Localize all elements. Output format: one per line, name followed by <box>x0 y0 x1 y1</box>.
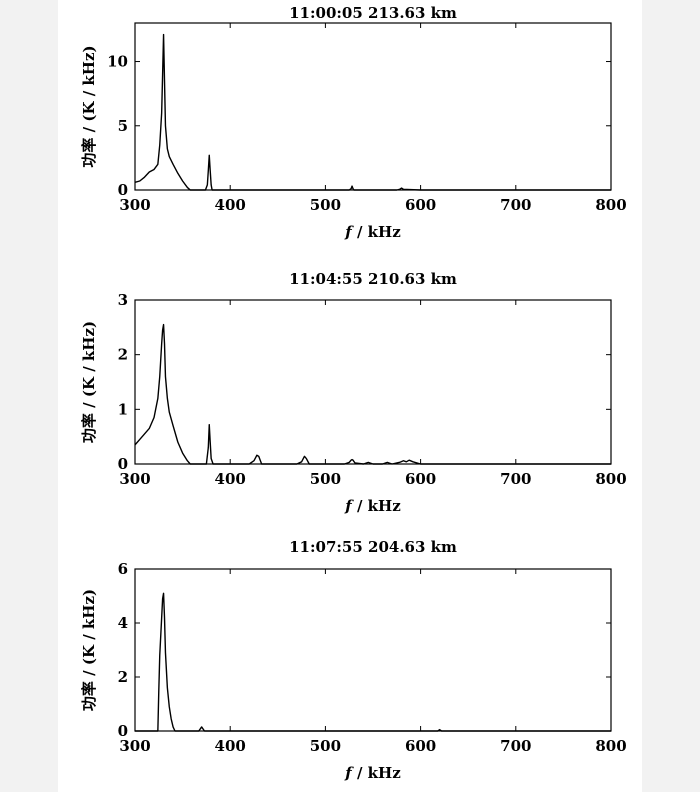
x-tick-label: 300 <box>119 470 150 488</box>
y-tick-label: 2 <box>118 346 128 364</box>
x-tick-label: 600 <box>405 737 436 755</box>
figure: 11:00:05 213.63 km 300 400 500 600 700 800 0 5 10… <box>58 0 642 792</box>
plot-frame <box>134 299 612 465</box>
y-axis-label: 功率 / (K / kHz) <box>80 45 98 167</box>
y-tick-label: 6 <box>118 560 128 578</box>
x-tick-label: 500 <box>310 737 341 755</box>
x-tick-label: 300 <box>119 737 150 755</box>
plot-frame <box>134 22 612 191</box>
y-tick-label: 0 <box>118 181 128 199</box>
x-tick-label: 500 <box>310 196 341 214</box>
y-tick-label: 10 <box>107 53 128 71</box>
x-tick-label: 700 <box>500 196 531 214</box>
y-tick-label: 1 <box>118 400 128 418</box>
x-axis-symbol: f <box>344 497 354 515</box>
panel-title: 11:07:55 204.63 km <box>289 538 457 556</box>
y-tick-label: 0 <box>118 722 128 740</box>
y-tick-label: 3 <box>118 291 128 309</box>
y-tick-label: 4 <box>118 614 128 632</box>
x-axis-symbol: f <box>344 764 354 782</box>
panel-title: 11:04:55 210.63 km <box>289 270 457 288</box>
x-axis-unit: / kHz <box>352 764 401 782</box>
spectrum-line-1 <box>135 592 611 732</box>
y-tick-label: 5 <box>118 117 128 135</box>
spectrum-line-1 <box>134 33 611 191</box>
x-axis-unit: / kHz <box>352 497 401 515</box>
chart-panel-3: 11:07:55 204.63 km 300 400 500 600 700 800 0 2 4 6… <box>80 538 627 782</box>
x-tick-label: 500 <box>310 470 341 488</box>
x-tick-label: 800 <box>595 470 626 488</box>
x-tick-label: 600 <box>405 470 436 488</box>
y-tick-label: 2 <box>118 668 128 686</box>
x-tick-label: 600 <box>405 196 436 214</box>
x-tick-label: 400 <box>215 196 246 214</box>
chart-panel-1: 11:00:05 213.63 km 300 400 500 600 700 800 0 5 10… <box>80 4 627 241</box>
panel-title: 11:00:05 213.63 km <box>289 4 457 22</box>
y-axis-label: 功率 / (K / kHz) <box>80 589 98 711</box>
x-tick-label: 400 <box>215 470 246 488</box>
x-axis-label: f / kHz <box>344 497 401 515</box>
x-tick-label: 800 <box>595 196 626 214</box>
x-axis-unit: / kHz <box>352 223 401 241</box>
y-axis-label: 功率 / (K / kHz) <box>80 321 98 443</box>
chart-panel-2: 11:04:55 210.63 km 300 400 500 600 700 800 0 1 2 3… <box>80 270 627 515</box>
x-axis-label: f / kHz <box>344 764 401 782</box>
spectrum-line-1 <box>134 323 611 465</box>
x-tick-label: 800 <box>595 737 626 755</box>
x-axis-label: f / kHz <box>344 223 401 241</box>
x-axis-symbol: f <box>344 223 354 241</box>
x-tick-label: 300 <box>119 196 150 214</box>
y-tick-label: 0 <box>118 455 128 473</box>
x-tick-label: 700 <box>500 737 531 755</box>
plot-frame <box>134 568 612 732</box>
x-tick-label: 400 <box>215 737 246 755</box>
x-tick-label: 700 <box>500 470 531 488</box>
